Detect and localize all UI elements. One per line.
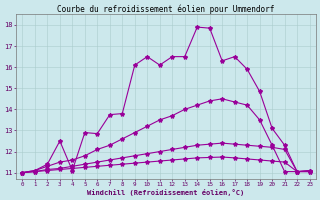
Title: Courbe du refroidissement éolien pour Ummendorf: Courbe du refroidissement éolien pour Um… (57, 4, 275, 14)
X-axis label: Windchill (Refroidissement éolien,°C): Windchill (Refroidissement éolien,°C) (87, 189, 244, 196)
